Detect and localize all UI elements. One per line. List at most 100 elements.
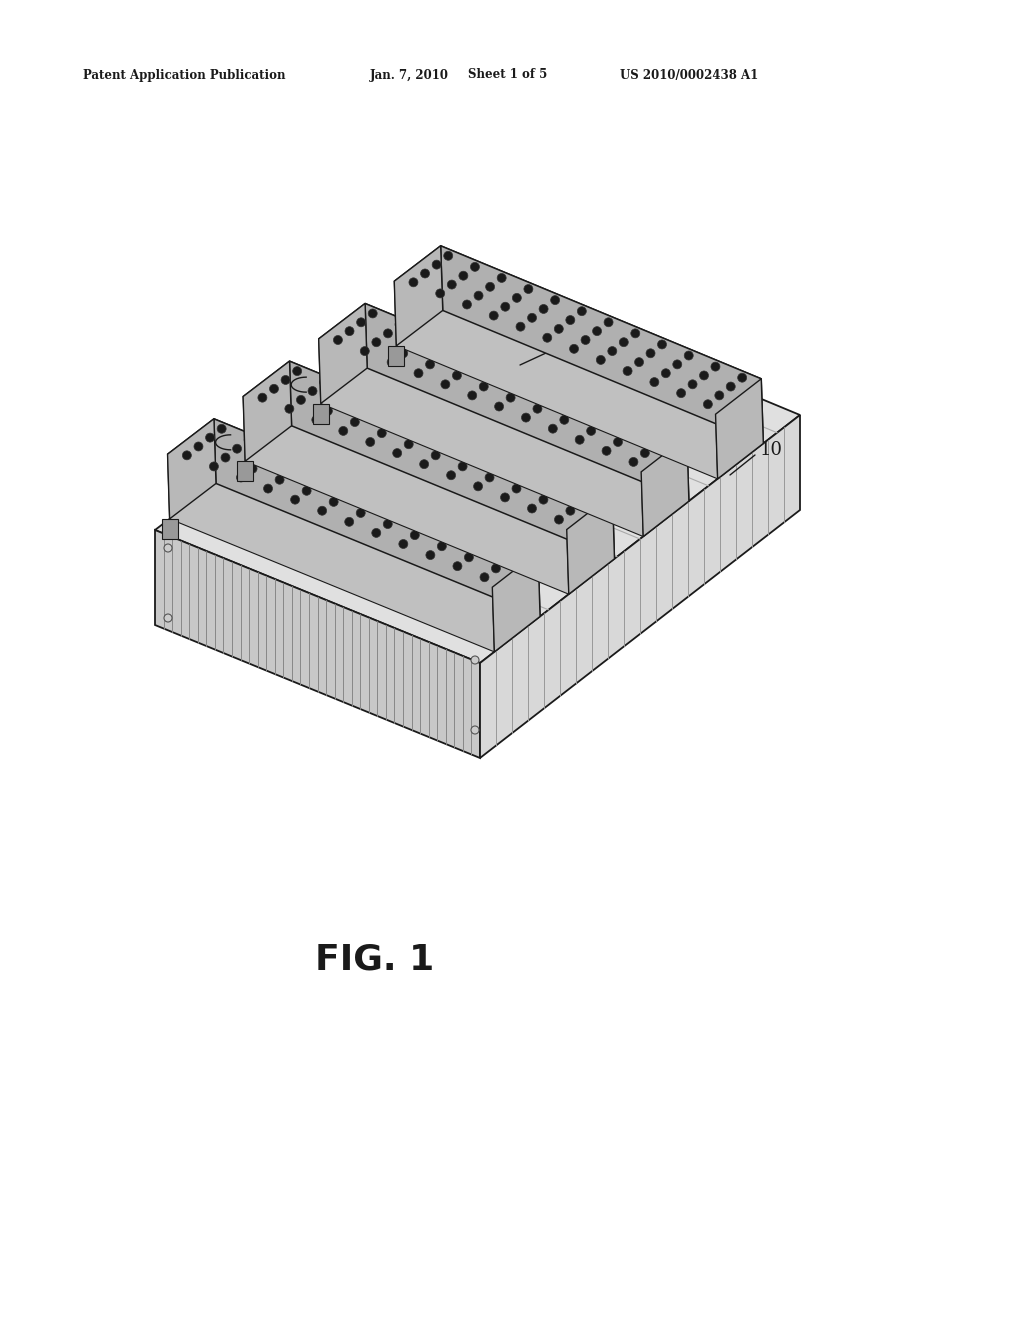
Circle shape [281,375,290,384]
Circle shape [503,364,511,374]
Circle shape [369,309,377,318]
Circle shape [629,458,638,466]
Circle shape [495,403,504,411]
Circle shape [409,277,418,286]
Circle shape [383,329,392,338]
Circle shape [471,726,479,734]
Circle shape [512,293,521,302]
Polygon shape [394,246,442,346]
Polygon shape [214,418,540,616]
Polygon shape [388,346,404,366]
Circle shape [589,488,598,498]
Circle shape [356,508,366,517]
Circle shape [372,528,381,537]
Circle shape [539,495,548,504]
Circle shape [366,437,375,446]
Circle shape [446,471,456,479]
Circle shape [334,335,342,345]
Circle shape [578,498,587,507]
Polygon shape [155,282,800,663]
Circle shape [398,540,408,549]
Circle shape [416,430,425,440]
Polygon shape [290,362,614,558]
Circle shape [459,271,468,280]
Circle shape [578,306,587,315]
Circle shape [551,296,560,305]
Circle shape [604,318,613,327]
Circle shape [431,451,440,459]
Circle shape [414,368,423,378]
Circle shape [372,338,381,347]
Polygon shape [155,531,480,758]
Circle shape [389,420,397,429]
Circle shape [263,484,272,494]
Circle shape [210,462,218,471]
Circle shape [422,331,431,341]
Circle shape [498,273,506,282]
Polygon shape [312,404,329,424]
Circle shape [164,544,172,552]
Circle shape [662,368,671,378]
Polygon shape [168,418,216,519]
Circle shape [593,326,601,335]
Circle shape [324,407,333,416]
Circle shape [652,440,660,449]
Circle shape [596,355,605,364]
Circle shape [395,319,404,329]
Circle shape [556,387,565,396]
Circle shape [287,466,296,475]
Circle shape [308,387,317,396]
Circle shape [221,453,230,462]
Circle shape [468,391,477,400]
Circle shape [458,462,467,471]
Circle shape [269,384,279,393]
Circle shape [411,341,419,348]
Circle shape [625,429,634,438]
Circle shape [453,562,462,570]
Circle shape [635,358,643,367]
Circle shape [640,449,649,458]
Circle shape [524,285,532,293]
Circle shape [501,492,510,502]
Circle shape [581,335,590,345]
Circle shape [566,315,574,325]
Circle shape [206,433,215,442]
Polygon shape [243,362,292,461]
Circle shape [550,486,559,495]
Circle shape [164,614,172,622]
Polygon shape [480,414,800,758]
Circle shape [737,374,746,383]
Circle shape [356,318,366,327]
Circle shape [258,393,267,403]
Circle shape [465,553,473,562]
Circle shape [437,541,446,550]
Circle shape [194,442,203,451]
Circle shape [492,564,501,573]
Circle shape [285,404,294,413]
Circle shape [646,348,655,358]
Circle shape [345,326,354,335]
Circle shape [475,354,484,362]
Circle shape [350,417,359,426]
Circle shape [657,341,667,348]
Circle shape [449,533,458,543]
Circle shape [275,475,284,484]
Circle shape [392,449,401,458]
Circle shape [490,374,500,383]
Circle shape [613,437,623,446]
Polygon shape [243,396,568,594]
Polygon shape [318,304,687,471]
Text: US 2010/0002438 A1: US 2010/0002438 A1 [620,69,758,82]
Text: Patent Application Publication: Patent Application Publication [83,69,286,82]
Polygon shape [162,519,177,539]
Circle shape [360,347,370,355]
Circle shape [427,422,436,432]
Circle shape [248,465,257,473]
Circle shape [426,360,434,368]
Circle shape [339,426,348,436]
Circle shape [539,305,548,313]
Circle shape [271,446,281,455]
Circle shape [529,375,539,384]
Circle shape [480,573,489,582]
Circle shape [291,495,300,504]
